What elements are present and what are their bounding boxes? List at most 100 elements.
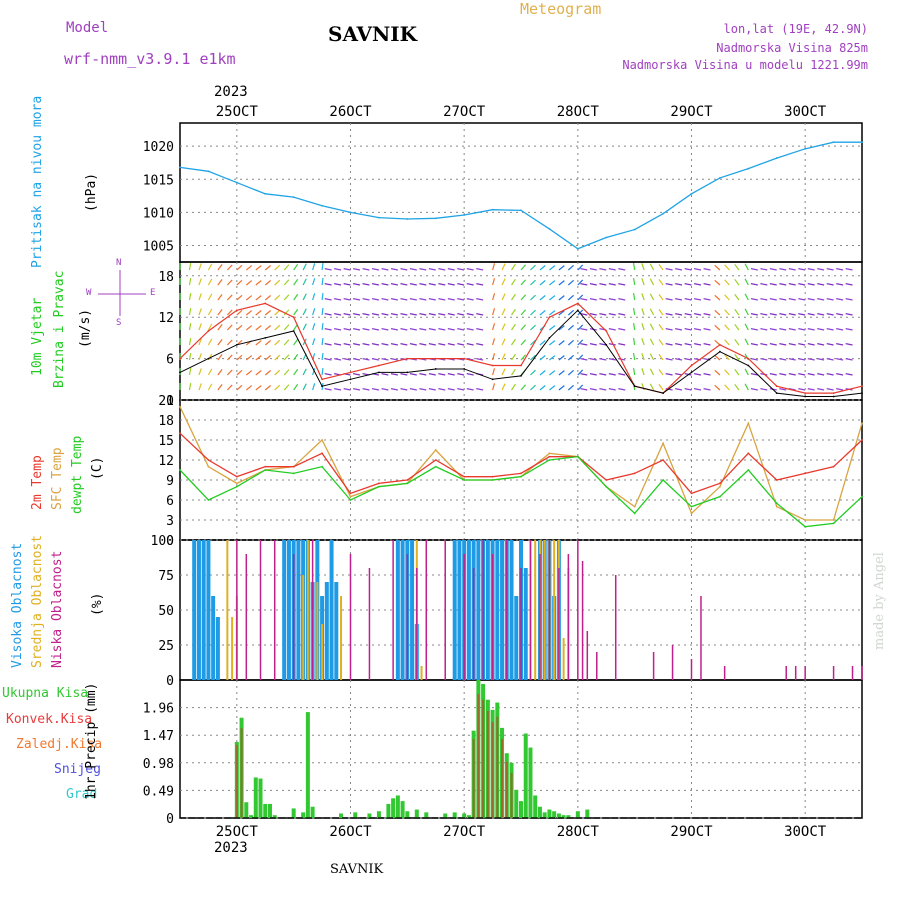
wind-arrow: [334, 343, 342, 346]
wind-arrow: [618, 388, 626, 391]
wind-arrow: [501, 323, 506, 331]
wind-gust-line-point: [832, 392, 835, 394]
wind-arrow: [826, 298, 834, 301]
wind-arrow: [352, 328, 361, 331]
wind-arrow: [836, 328, 844, 331]
wind-arrow: [817, 373, 825, 376]
precip-total-bar: [395, 795, 400, 818]
wind-gust-line-point: [321, 378, 323, 381]
cloud-bar-high: [334, 582, 339, 680]
wind-arrow: [769, 268, 777, 271]
y-tick-label: 1015: [143, 173, 174, 188]
wind-arrow: [264, 340, 272, 346]
wind-arrow: [845, 358, 853, 361]
wind-arrow: [274, 384, 281, 391]
wind-arrow: [381, 268, 389, 271]
sfc-temp-line-point: [775, 505, 778, 508]
wind-gust-line-point: [434, 357, 437, 360]
wind-speed-line-point: [292, 330, 295, 332]
wind-arrow: [744, 338, 749, 346]
y-tick-label: 15: [158, 434, 174, 449]
compass-w: W: [86, 288, 92, 298]
wind-arrow: [352, 268, 361, 271]
cloud-bar-mid: [321, 624, 324, 680]
wind-arrow: [501, 368, 506, 376]
wind-arrow: [549, 280, 556, 286]
cloud-bar-low: [581, 561, 584, 680]
cloud-bar-high: [466, 540, 471, 680]
wind-arrow: [641, 338, 645, 346]
wind-arrow: [245, 265, 253, 271]
wind-arrow: [274, 294, 281, 301]
wind-arrow: [207, 278, 213, 286]
cloud-bar-high: [457, 540, 462, 680]
precip-total-bar: [519, 801, 523, 818]
wind-arrow: [658, 278, 664, 286]
wind-arrow: [255, 280, 262, 286]
dewpoint-line-point: [804, 525, 807, 528]
wind-arrow: [577, 264, 584, 271]
wind-arrow: [530, 339, 536, 346]
cloud-bar-low: [406, 554, 409, 680]
wind-arrow: [724, 354, 730, 361]
wind-arrow: [352, 373, 361, 376]
wind-arrow: [334, 358, 342, 361]
wind-arrow: [438, 268, 446, 271]
wind-arrow: [836, 343, 844, 346]
wind-arrow: [381, 343, 389, 346]
cloud-bar-high: [476, 540, 481, 680]
wind-arrow: [447, 283, 455, 286]
wind-arrow: [274, 309, 281, 316]
wind-arrow: [226, 384, 233, 391]
wind-arrow: [492, 383, 496, 391]
model-elevation: Nadmorska Visina u modelu 1221.99m: [622, 58, 868, 72]
wind-arrow: [466, 268, 474, 271]
wind-arrow: [245, 295, 253, 301]
y-tick-label: 3: [166, 514, 174, 529]
wind-arrow: [580, 313, 588, 316]
wind-arrow: [302, 278, 307, 286]
dewpoint-line-point: [605, 485, 608, 488]
wind-arrow: [476, 283, 484, 286]
pressure-line-point: [775, 157, 778, 159]
wind-arrow: [714, 384, 721, 391]
cloud-bar-mid: [562, 638, 565, 680]
wind-arrow: [274, 324, 281, 331]
wind-arrow: [371, 313, 380, 316]
wind-arrow: [567, 354, 575, 361]
wind-arrow: [608, 313, 616, 316]
wind-arrow: [567, 294, 575, 301]
wind-arrow: [760, 358, 768, 361]
wind-arrow: [400, 298, 408, 301]
precip-total-bar: [452, 812, 457, 818]
temp-2m-line-point: [520, 472, 522, 475]
wind-arrow: [703, 373, 711, 376]
wind-arrow: [511, 338, 516, 346]
pressure-line-point: [520, 209, 522, 212]
wind-arrow: [703, 298, 711, 301]
wind-arrow: [589, 373, 597, 376]
wind-arrow: [567, 384, 575, 391]
wind-arrow: [293, 293, 299, 301]
cloud-bar-mid: [534, 540, 537, 680]
cloud-bar-high: [215, 617, 220, 680]
wind-speed-line-point: [747, 364, 750, 367]
cloud-bar-high: [452, 540, 457, 680]
wind-arrow: [334, 283, 342, 286]
precip-total-bar: [301, 812, 306, 818]
wind-arrow: [343, 313, 351, 316]
cloud-bar-high: [196, 540, 201, 680]
wind-arrow: [649, 323, 655, 331]
wind-arrow: [807, 343, 815, 346]
wind-arrow: [580, 343, 588, 346]
wind-arrow: [236, 294, 243, 301]
wind-arrow: [274, 279, 281, 286]
wind-arrow: [198, 308, 202, 316]
wind-gust-line-point: [548, 316, 551, 319]
wind-arrow: [684, 298, 692, 301]
wind-arrow: [788, 343, 796, 346]
wind-arrow: [255, 325, 262, 331]
wind-arrow: [447, 268, 455, 271]
wind-arrow: [750, 328, 758, 331]
wind-arrow: [438, 388, 446, 391]
